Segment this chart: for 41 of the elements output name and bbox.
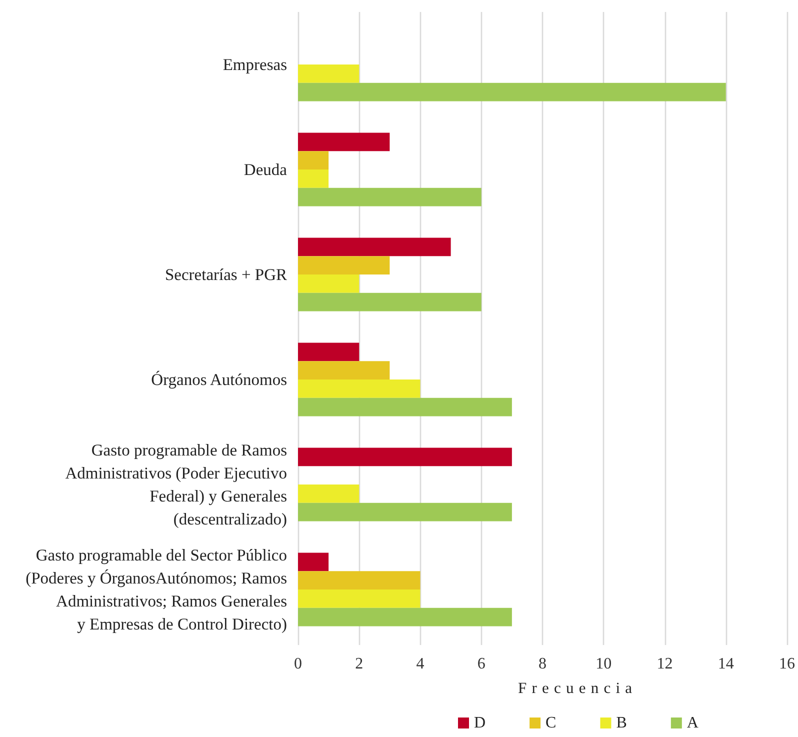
bar xyxy=(298,82,726,102)
bar xyxy=(298,502,512,522)
y-tick-label: Gasto programable del Sector Público (Poderes y ÓrganosAutónomos; Ramos Administrativos; Ramos Generales y Empresas de Control Directo) xyxy=(26,546,287,634)
bar xyxy=(298,571,420,590)
bar xyxy=(298,552,329,572)
bar xyxy=(298,361,390,380)
y-tick-label: Deuda xyxy=(244,160,288,179)
x-tick-label: 12 xyxy=(656,656,673,672)
y-tick-label: Órganos Autónomos xyxy=(151,370,287,389)
y-tick-label: Secretarías + PGR xyxy=(164,265,287,284)
bar xyxy=(298,448,512,466)
legend-label: A xyxy=(686,714,699,732)
legend-label: B xyxy=(616,714,627,732)
bar xyxy=(298,608,512,626)
x-tick-label: 16 xyxy=(779,656,795,672)
y-tick-label: Empresas xyxy=(222,55,287,74)
bar xyxy=(298,380,420,398)
bar xyxy=(298,292,482,312)
x-tick-label: 8 xyxy=(538,656,546,672)
bar xyxy=(298,398,512,416)
x-tick-label: 14 xyxy=(718,656,734,672)
bar xyxy=(298,188,482,206)
x-axis-title: Frecuencia xyxy=(518,680,638,698)
bar xyxy=(298,590,420,608)
bar xyxy=(298,64,360,83)
legend-label: D xyxy=(474,714,486,732)
bar xyxy=(298,170,329,188)
bar xyxy=(298,151,329,170)
bar xyxy=(298,132,390,152)
legend-label: C xyxy=(546,714,556,732)
bar xyxy=(298,256,390,274)
x-tick-label: 0 xyxy=(294,656,302,672)
bar xyxy=(298,274,360,293)
bar xyxy=(298,484,360,503)
x-tick-label: 4 xyxy=(416,656,424,672)
y-tick-label: Gasto programable de Ramos Administrativos (Poder Ejecutivo Federal) y Generales (descentralizado) xyxy=(65,440,287,528)
bar xyxy=(298,238,451,256)
x-tick-label: 2 xyxy=(355,656,364,672)
bar xyxy=(298,342,360,362)
x-tick-label: 10 xyxy=(596,656,612,672)
x-tick-label: 6 xyxy=(477,656,486,672)
